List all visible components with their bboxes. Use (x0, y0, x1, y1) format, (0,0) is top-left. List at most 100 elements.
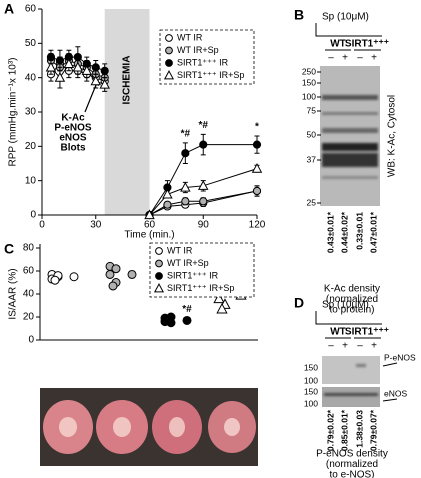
y-tick-label: 80 (23, 243, 35, 254)
legend-box (159, 29, 255, 85)
data-point (162, 188, 173, 199)
data-point (108, 281, 118, 291)
x-axis-label: Time (min.) (124, 230, 174, 241)
legend-label: WT IR (177, 32, 203, 42)
blot-note: eNOS (59, 133, 87, 144)
data-point (50, 275, 60, 285)
blot-image (322, 387, 380, 407)
legend-label: WT IR+Sp (177, 45, 219, 55)
data-point (45, 61, 57, 72)
lane-sign: – (357, 341, 363, 352)
density-value: 1.38±0.03 (354, 410, 364, 448)
data-point (252, 140, 262, 149)
lane-sign: + (342, 341, 348, 352)
caption: to protein) (329, 305, 374, 316)
legend-box (149, 242, 255, 298)
data-point (144, 209, 155, 220)
legend-marker (153, 283, 165, 293)
y-tick-label: 50 (25, 38, 37, 49)
density-value: 0.79±0.02* (325, 409, 335, 451)
band-label: P-eNOS (384, 352, 416, 362)
caption: (normalized (326, 294, 378, 305)
mw-label: 100 (302, 91, 316, 101)
mean-point (69, 272, 79, 282)
data-point (252, 186, 262, 196)
mw-label: 37 (307, 154, 317, 164)
data-point (199, 140, 208, 149)
density-value: 0.33±0.01 (354, 212, 364, 250)
data-point (216, 302, 228, 314)
legend-marker (165, 34, 173, 42)
data-point (198, 180, 209, 190)
mw-label: 75 (307, 105, 317, 115)
y-tick-label: 40 (25, 72, 37, 83)
x-tick-label: 120 (249, 220, 266, 231)
bracket (315, 23, 382, 37)
legend-label: SIRT1⁺⁺⁺ IR+Sp (177, 70, 244, 80)
data-point (181, 197, 190, 206)
caption: to e-NOS) (329, 470, 374, 478)
data-point (100, 66, 109, 75)
panel-label: A (4, 1, 14, 17)
data-point (199, 197, 208, 206)
y-tick-label: 60 (25, 4, 37, 15)
lane-sign: + (371, 341, 377, 352)
y-tick-label: 0 (30, 210, 36, 221)
legend-marker (165, 46, 173, 55)
data-point (163, 315, 173, 325)
lane-sign: – (328, 341, 334, 352)
legend-label: WT IR (167, 245, 193, 255)
lane-sign: – (328, 53, 334, 64)
data-point (90, 75, 101, 86)
y-tick-label: 60 (23, 266, 35, 277)
y-tick-label: 30 (25, 107, 37, 118)
mw-label: 50 (307, 129, 317, 139)
mw-label: 150 (304, 386, 318, 396)
significance: * (255, 122, 259, 133)
blot-image (320, 66, 380, 206)
group-label: WT (330, 327, 346, 338)
data-point (91, 63, 100, 72)
legend-label: SIRT1⁺⁺⁺ IR+Sp (167, 283, 234, 293)
mw-label: 100 (304, 375, 318, 385)
data-point (163, 200, 172, 209)
y-tick-label: 20 (25, 141, 37, 152)
band-label: eNOS (384, 388, 407, 398)
significance: *# (182, 304, 192, 315)
significance: *# (199, 120, 209, 131)
data-point (55, 56, 65, 65)
legend-label: SIRT1⁺⁺⁺ IR (167, 270, 219, 280)
y-tick-label: 10 (25, 175, 37, 186)
x-tick-label: 0 (39, 220, 45, 231)
blot-note: K-Ac (61, 113, 85, 124)
lane-sign: + (371, 53, 377, 64)
mw-label: 25 (307, 197, 317, 207)
legend-marker (165, 59, 173, 67)
data-point (99, 78, 110, 89)
data-point (213, 292, 225, 304)
legend-marker (155, 272, 163, 280)
shade-label: ISCHEMIA (122, 56, 133, 105)
blot-note: Blots (61, 143, 86, 154)
mw-label: 150 (302, 77, 316, 87)
group-label: WT (330, 39, 346, 50)
density-value: 0.47±0.01* (368, 211, 378, 253)
mw-label: 250 (302, 66, 316, 76)
x-tick-label: 60 (144, 220, 156, 231)
treatment-label: Sp (10μM) (322, 300, 369, 311)
y-axis-label: IS/AAR (%) (8, 268, 19, 319)
heart-slices (43, 400, 256, 454)
treatment-label: Sp (10μM) (322, 12, 369, 23)
legend-marker (155, 247, 163, 255)
panel-label: B (294, 7, 304, 23)
mean-point (127, 269, 137, 279)
data-point (81, 65, 93, 75)
legend-label: WT IR+Sp (167, 258, 209, 268)
mw-label: 150 (304, 362, 318, 372)
caption: (normalized (326, 459, 378, 470)
data-point (54, 72, 66, 82)
blot-bands (324, 364, 378, 396)
density-value: 0.79±0.07* (368, 409, 378, 451)
axes (41, 9, 257, 216)
